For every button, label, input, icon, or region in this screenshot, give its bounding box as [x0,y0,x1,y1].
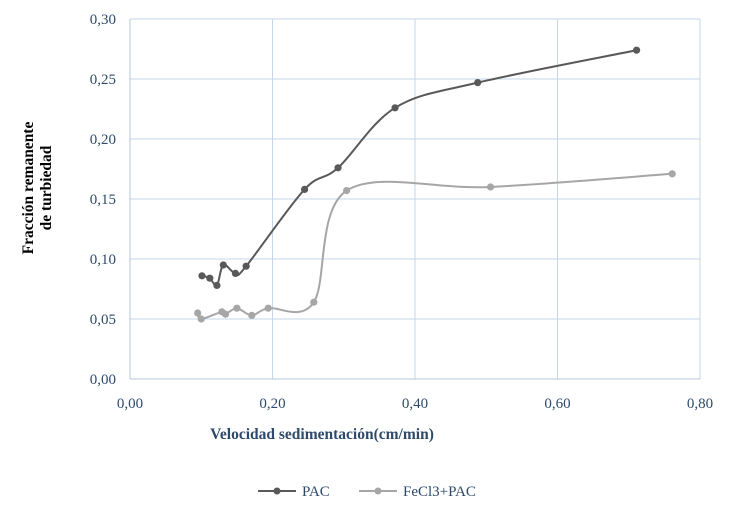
data-point-fecl3-pac [194,309,202,317]
data-point-fecl3-pac [233,304,241,312]
y-tick-label: 0,00 [90,372,116,388]
y-tick-label: 0,25 [90,72,116,88]
data-point-pac [632,46,641,54]
x-tick-label: 0,80 [687,396,713,412]
legend-item-fecl3-pac: FeCl3+PAC [359,484,476,500]
legend-label-pac: PAC [302,484,330,500]
y-tick-label: 0,15 [90,192,116,208]
data-point-fecl3-pac [310,298,318,306]
legend-item-pac: PAC [258,484,330,500]
data-point-pac [300,185,309,193]
data-point-pac [391,104,399,112]
series-line-pac [200,49,638,287]
data-point-fecl3-pac [197,315,205,323]
y-axis-title-line-1: Fracción remanente [20,122,37,255]
y-tick-label: 0,05 [90,312,116,328]
y-tick-label: 0,10 [90,252,116,268]
y-axis-title: Fracción remanente de turbiedad [20,122,55,255]
data-point-fecl3-pac [486,183,495,191]
data-point-pac [242,262,250,270]
data-point-pac [219,261,227,269]
y-tick-label: 0,30 [90,12,116,28]
data-point-fecl3-pac [343,187,351,195]
data-point-pac [213,281,221,289]
data-point-pac [206,274,214,282]
tick-labels: 0,00 0,05 0,10 0,15 0,20 0,25 0,30 0,00 0,20 0,40… [90,12,713,412]
data-point-fecl3-pac [668,170,676,178]
data-point-pac [474,79,482,87]
data-point-fecl3-pac [248,311,256,319]
legend: PAC FeCl3+PAC [258,484,476,500]
gridlines [129,18,701,380]
y-axis-title-line-2: de turbiedad [38,145,55,230]
series-layer [194,46,676,323]
series-line-fecl3-pac [196,172,674,320]
x-tick-label: 0,20 [259,396,285,412]
data-point-fecl3-pac [264,304,272,312]
y-tick-label: 0,20 [90,132,116,148]
legend-label-fecl3-pac: FeCl3+PAC [403,484,476,500]
x-axis-title: Velocidad sedimentación(cm/min) [210,426,434,443]
data-point-fecl3-pac [221,310,230,318]
data-point-pac [198,272,206,280]
x-tick-label: 0,00 [117,396,143,412]
data-point-pac [334,164,342,172]
x-tick-label: 0,40 [402,396,428,412]
data-point-pac [231,269,240,277]
axes [129,19,700,380]
x-tick-label: 0,60 [544,396,570,412]
